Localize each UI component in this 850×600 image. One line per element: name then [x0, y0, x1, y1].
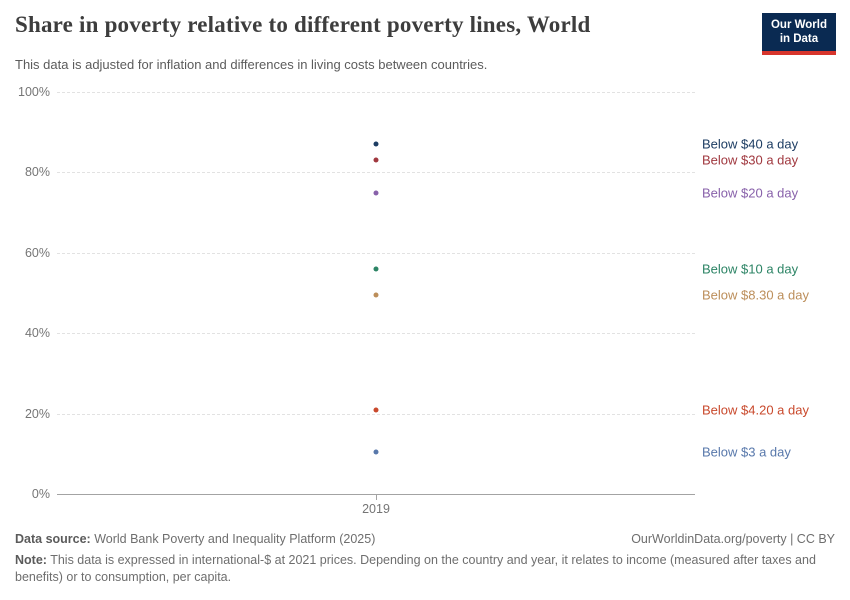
- y-axis-tick-label: 40%: [24, 326, 50, 341]
- data-point[interactable]: [373, 157, 379, 163]
- gridline-40%: [57, 333, 695, 335]
- owid-logo[interactable]: Our World in Data: [761, 13, 836, 55]
- series-label[interactable]: Below $30 a day: [702, 152, 799, 168]
- note-label: Note:: [15, 553, 47, 567]
- page-title: Share in poverty relative to different p…: [15, 12, 591, 37]
- data-point[interactable]: [373, 407, 379, 413]
- series-label[interactable]: Below $8.30 a day: [702, 287, 809, 303]
- y-axis-tick-label: 20%: [24, 406, 50, 421]
- gridline-60%: [57, 252, 695, 254]
- y-axis-tick-label: 80%: [24, 165, 50, 180]
- gridline-100%: [57, 92, 695, 93]
- y-axis-tick-label: 0%: [31, 487, 50, 501]
- data-point[interactable]: [373, 449, 379, 455]
- data-source-text: World Bank Poverty and Inequality Platfo…: [90, 532, 376, 546]
- series-label[interactable]: Below $3 a day: [702, 444, 791, 460]
- data-point[interactable]: [373, 292, 379, 298]
- series-label[interactable]: Below $20 a day: [702, 185, 799, 200]
- data-point[interactable]: [373, 141, 379, 147]
- license-link[interactable]: OurWorldinData.org/poverty | CC BY: [631, 532, 835, 546]
- data-point[interactable]: [373, 266, 379, 272]
- owid-logo-line2: in Data: [779, 33, 819, 46]
- data-source-label: Data source:: [15, 532, 91, 546]
- gridline-80%: [57, 172, 695, 174]
- gridline-20%: [57, 413, 695, 415]
- data-point[interactable]: [373, 190, 379, 195]
- data-source-line: Data source: World Bank Poverty and Ineq…: [15, 532, 375, 546]
- y-axis-tick-label: 100%: [18, 85, 50, 99]
- x-axis-tick: [376, 494, 377, 500]
- series-label[interactable]: Below $40 a day: [702, 136, 799, 152]
- owid-logo-line1: Our World: [770, 19, 827, 31]
- series-label[interactable]: Below $4.20 a day: [702, 402, 809, 418]
- series-label[interactable]: Below $10 a day: [702, 261, 799, 277]
- note-text: This data is expressed in international-…: [15, 553, 816, 584]
- y-axis-tick-label: 60%: [24, 245, 50, 260]
- chart-subtitle: This data is adjusted for inflation and …: [15, 57, 488, 72]
- note-line: Note: This data is expressed in internat…: [15, 552, 837, 585]
- x-axis-tick-label: 2019: [362, 502, 390, 516]
